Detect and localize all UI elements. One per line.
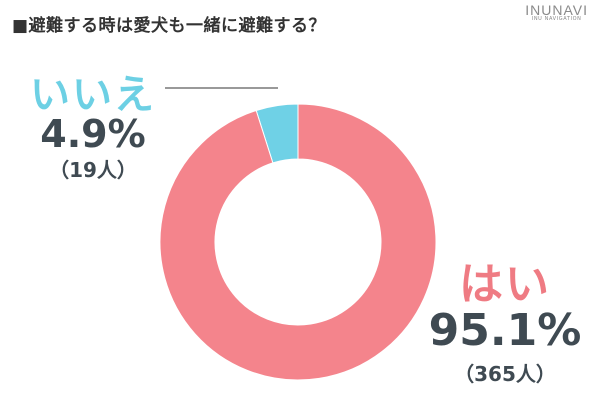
- slice-label-no: いいえ: [30, 72, 156, 118]
- brand-name: INUNAVI: [525, 2, 588, 18]
- slice-label-yes: はい: [459, 259, 551, 310]
- slice-yes: [159, 103, 437, 381]
- slice-count-yes: （365人）: [454, 362, 556, 386]
- slice-count-no: （19人）: [49, 158, 137, 182]
- brand-subtitle: INU NAVIGATION: [531, 16, 582, 22]
- slice-percent-yes: 95.1%: [428, 305, 582, 356]
- chart-title: ■避難する時は愛犬も一緒に避難する？: [12, 16, 327, 36]
- donut-slices: [159, 103, 437, 381]
- slice-percent-no: 4.9%: [40, 112, 146, 156]
- brand-logo: INUNAVI INU NAVIGATION: [525, 2, 588, 22]
